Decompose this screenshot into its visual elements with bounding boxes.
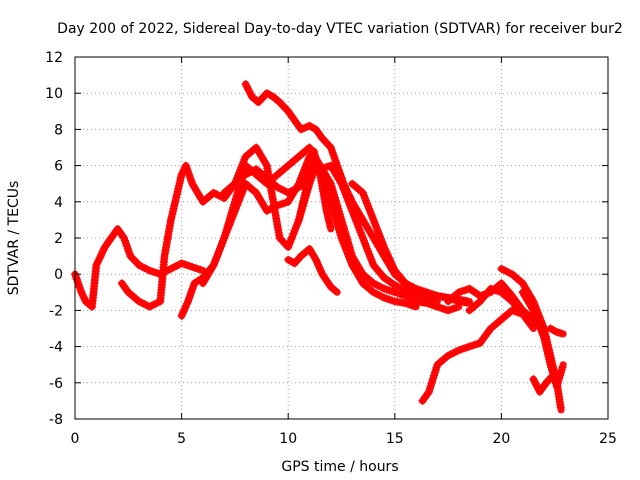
data-point-marker — [547, 373, 556, 382]
data-point-marker — [545, 375, 554, 384]
data-point-marker — [527, 322, 536, 331]
y-axis-label: SDTVAR / TECUs — [6, 181, 22, 296]
y-tick-label: 12 — [45, 50, 63, 66]
series-markers-pass-07 — [284, 244, 340, 295]
series-markers-pass-13 — [476, 306, 536, 347]
series-markers-pass-16 — [529, 371, 557, 396]
y-tick-label: -4 — [49, 340, 63, 356]
data-point-marker — [321, 138, 330, 147]
x-tick-labels: 0 5 10 15 20 25 — [71, 431, 617, 447]
data-point-marker — [331, 286, 340, 295]
x-tick-label: 0 — [71, 431, 80, 447]
data-point-marker — [557, 329, 566, 338]
data-point-marker — [279, 101, 288, 110]
data-point-marker — [325, 141, 334, 150]
series-markers-pass-17 — [546, 324, 566, 338]
x-tick-label: 20 — [492, 431, 510, 447]
data-point-marker — [275, 98, 284, 107]
y-tick-label: 0 — [54, 267, 63, 283]
data-point-marker — [280, 239, 289, 248]
series-markers-pass-09 — [348, 179, 471, 305]
y-tick-labels: -8 -6 -4 -2 0 2 4 6 8 10 12 — [45, 50, 63, 428]
y-tick-label: 6 — [54, 159, 63, 175]
data-point-marker — [133, 259, 142, 268]
data-point-marker — [128, 253, 137, 262]
x-axis-label: GPS time / hours — [281, 459, 398, 475]
y-tick-label: -2 — [49, 303, 63, 319]
y-tick-label: -6 — [49, 376, 63, 392]
data-point-marker — [275, 234, 284, 242]
y-tick-label: 10 — [45, 86, 63, 102]
data-point-marker — [277, 100, 286, 109]
data-point-marker — [542, 378, 551, 387]
data-point-marker — [196, 265, 205, 274]
y-tick-label: -8 — [49, 412, 63, 428]
series-markers-pass-06 — [220, 161, 439, 305]
data-point-marker — [548, 371, 557, 380]
data-point-marker — [295, 253, 304, 262]
data-point-marker — [126, 252, 135, 261]
y-tick-label: 8 — [54, 122, 63, 138]
data-point-marker — [259, 92, 268, 101]
data-point-marker — [556, 403, 565, 412]
data-point-marker — [323, 139, 332, 148]
data-point-marker — [279, 237, 288, 246]
x-tick-label: 15 — [386, 431, 404, 447]
y-tick-label: 2 — [54, 231, 63, 247]
data-point-marker — [254, 98, 263, 107]
data-point-marker — [320, 136, 329, 145]
series-markers-pass-10 — [418, 339, 482, 405]
x-tick-label: 5 — [177, 431, 186, 447]
data-point-marker — [326, 222, 335, 231]
axis-ticks — [74, 56, 609, 420]
data-point-marker — [261, 91, 270, 100]
data-point-marker — [452, 303, 461, 312]
data-traces — [71, 80, 567, 414]
x-tick-label: 10 — [279, 431, 297, 447]
data-point-marker — [282, 105, 291, 114]
data-point-marker — [462, 296, 471, 305]
data-point-marker — [277, 235, 286, 244]
data-point-marker — [280, 103, 289, 112]
series-markers-pass-08 — [294, 147, 335, 231]
y-tick-label: 4 — [54, 195, 63, 211]
data-point-marker — [558, 363, 567, 372]
x-tick-label: 25 — [599, 431, 617, 447]
data-point-marker — [131, 257, 140, 266]
data-point-marker — [129, 255, 138, 264]
series-markers-pass-04 — [198, 152, 461, 315]
data-point-marker — [257, 94, 266, 103]
data-point-marker — [318, 134, 327, 143]
data-point-marker — [256, 96, 265, 105]
chart-title: Day 200 of 2022, Sidereal Day-to-day VTE… — [57, 21, 623, 37]
series-markers-pass-02 — [117, 143, 320, 311]
data-point-marker — [543, 376, 552, 385]
